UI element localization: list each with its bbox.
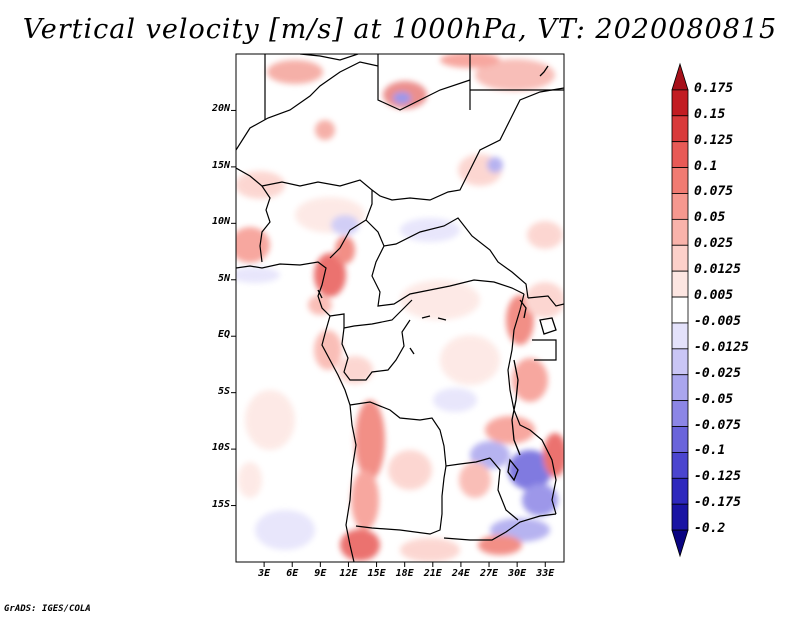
lat-label: 10S (211, 442, 230, 454)
colorbar-label: -0.125 (694, 469, 741, 485)
colorbar-label: 0.125 (694, 132, 734, 148)
velocity-field (236, 54, 564, 562)
colorbar-segment (671, 167, 689, 194)
colorbar-label: -0.1 (694, 443, 726, 459)
colorbar-segment (671, 89, 689, 117)
colorbar-label: 0.05 (694, 210, 726, 226)
colorbar-label: 0.1 (694, 158, 718, 174)
map-frame (235, 53, 565, 563)
lon-label: 9E (314, 568, 327, 579)
colorbar-label: -0.025 (694, 365, 741, 381)
colorbar-segment (671, 426, 689, 453)
colorbar-segment (671, 374, 689, 402)
lon-label: 21E (423, 568, 442, 579)
lon-label: 12E (339, 568, 358, 579)
colorbar-segment (671, 270, 689, 298)
colorbar-label: -0.075 (694, 417, 741, 433)
lakes (317, 65, 557, 482)
axis-ticks (231, 109, 546, 567)
lon-label: 6E (286, 568, 299, 579)
lat-label: 20N (211, 103, 230, 115)
colorbar-segment (671, 296, 689, 324)
lon-label: 30E (508, 568, 527, 579)
colorbar-segment (671, 400, 689, 427)
colorbar-segment (671, 477, 689, 505)
colorbar (671, 62, 689, 558)
lat-label: 5S (217, 385, 230, 397)
colorbar-label: -0.0125 (694, 339, 749, 355)
colorbar-segment (671, 503, 689, 531)
colorbar-label: -0.2 (694, 521, 726, 537)
lat-label: 10N (211, 216, 230, 228)
grads-credit: GrADS: IGES/COLA (4, 604, 91, 614)
colorbar-segment (671, 218, 689, 246)
colorbar-label: -0.175 (694, 495, 741, 511)
lat-label: 15S (211, 498, 230, 510)
colorbar-label: 0.175 (694, 80, 734, 96)
colorbar-label: 0.15 (694, 106, 726, 122)
lon-label: 15E (367, 568, 386, 579)
lat-label: 5N (217, 272, 230, 284)
colorbar-segment (671, 62, 689, 91)
lon-label: 27E (479, 568, 499, 579)
lon-label: 24E (451, 568, 470, 579)
colorbar-segment (671, 244, 689, 272)
colorbar-segment (671, 529, 689, 558)
colorbar-label: -0.05 (694, 391, 734, 407)
colorbar-segment (671, 193, 689, 220)
colorbar-segment (671, 348, 689, 376)
lat-label: 15N (211, 159, 230, 171)
colorbar-segment (671, 141, 689, 168)
lon-label: 33E (536, 568, 555, 579)
colorbar-label: -0.005 (694, 313, 741, 329)
lon-label: 18E (395, 568, 414, 579)
lon-label: 3E (258, 568, 271, 579)
colorbar-label: 0.005 (694, 288, 734, 304)
colorbar-label: 0.025 (694, 236, 734, 252)
country-borders (236, 54, 564, 562)
colorbar-segment (671, 452, 689, 479)
colorbar-segment (671, 322, 689, 350)
lat-label: EQ (217, 329, 230, 341)
colorbar-segment (671, 115, 689, 143)
colorbar-label: 0.0125 (694, 262, 741, 278)
colorbar-label: 0.075 (694, 184, 734, 200)
chart-title: Vertical velocity [m/s] at 1000hPa, VT: … (22, 14, 778, 45)
